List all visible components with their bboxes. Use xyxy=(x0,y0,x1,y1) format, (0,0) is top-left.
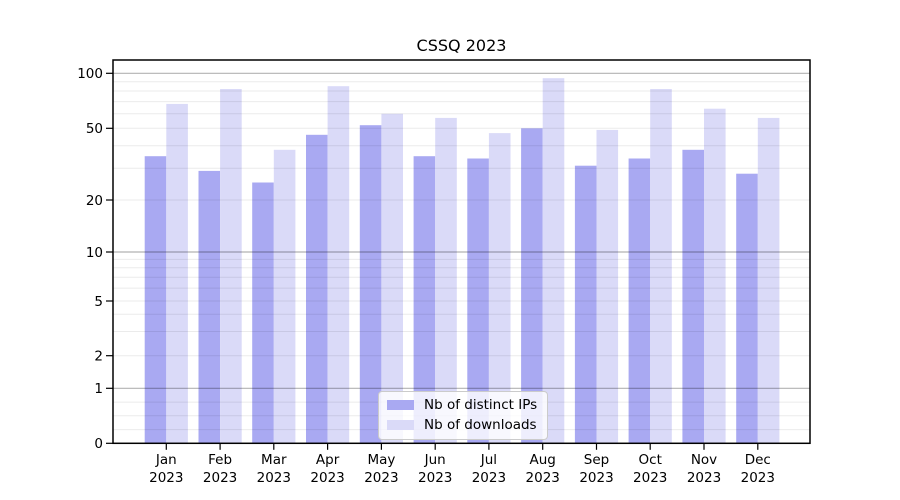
legend-item-downloads: Nb of downloads xyxy=(387,416,537,433)
bar-downloads-may xyxy=(381,113,403,444)
bar-downloads-nov xyxy=(704,108,726,444)
chart-title: CSSQ 2023 xyxy=(416,36,507,55)
bar-ips-feb xyxy=(198,170,221,444)
bar-downloads-dec xyxy=(757,117,780,444)
legend-item-distinct-ips: Nb of distinct IPs xyxy=(387,398,537,413)
bar-ips-mar xyxy=(252,182,274,444)
x-tick-label-jan: Jan 2023 xyxy=(149,452,183,486)
bar-ips-jun xyxy=(413,156,436,444)
y-tick-label: 0 xyxy=(94,436,103,452)
bar-downloads-jan xyxy=(166,103,188,444)
x-tick-label-sep: Sep 2023 xyxy=(579,452,613,486)
legend-label-downloads: Nb of downloads xyxy=(424,416,537,433)
bar-downloads-mar xyxy=(273,149,296,444)
bar-downloads-aug xyxy=(542,78,565,444)
legend-swatch-distinct-ips xyxy=(387,400,414,411)
bar-ips-jan xyxy=(144,156,167,444)
bar-ips-dec xyxy=(736,173,758,444)
x-tick-label-aug: Aug 2023 xyxy=(526,452,560,486)
y-tick-label: 100 xyxy=(77,66,103,82)
x-tick-label-dec: Dec 2023 xyxy=(741,452,775,486)
bar-downloads-feb xyxy=(220,89,242,444)
y-tick-label: 20 xyxy=(86,193,103,209)
bar-downloads-jul xyxy=(488,133,511,444)
bar-downloads-jun xyxy=(435,117,457,444)
bar-ips-jul xyxy=(467,158,489,444)
bar-downloads-oct xyxy=(650,89,672,444)
bar-ips-oct xyxy=(628,158,651,444)
x-tick-label-feb: Feb 2023 xyxy=(203,452,237,486)
bar-downloads-apr xyxy=(327,86,350,444)
bar-ips-sep xyxy=(574,165,597,444)
bar-ips-aug xyxy=(521,128,543,444)
x-tick-label-apr: Apr 2023 xyxy=(310,452,344,486)
y-tick-label: 5 xyxy=(94,294,103,310)
x-tick-label-may: May 2023 xyxy=(364,452,398,486)
bar-ips-may xyxy=(359,125,382,444)
y-tick-label: 10 xyxy=(86,245,103,261)
y-tick-label: 2 xyxy=(94,349,103,365)
bar-downloads-sep xyxy=(596,129,619,444)
legend: Nb of distinct IPs Nb of downloads xyxy=(378,391,549,440)
x-tick-label-mar: Mar 2023 xyxy=(257,452,291,486)
x-tick-label-jun: Jun 2023 xyxy=(418,452,452,486)
x-tick-label-nov: Nov 2023 xyxy=(687,452,721,486)
y-tick-label: 1 xyxy=(94,381,103,397)
x-tick-label-oct: Oct 2023 xyxy=(633,452,667,486)
legend-swatch-downloads xyxy=(387,420,414,431)
bar-ips-nov xyxy=(682,149,704,444)
legend-label-distinct-ips: Nb of distinct IPs xyxy=(424,397,538,413)
y-tick-label: 50 xyxy=(86,121,103,137)
x-tick-label-jul: Jul 2023 xyxy=(472,452,506,486)
bar-ips-apr xyxy=(306,134,328,444)
